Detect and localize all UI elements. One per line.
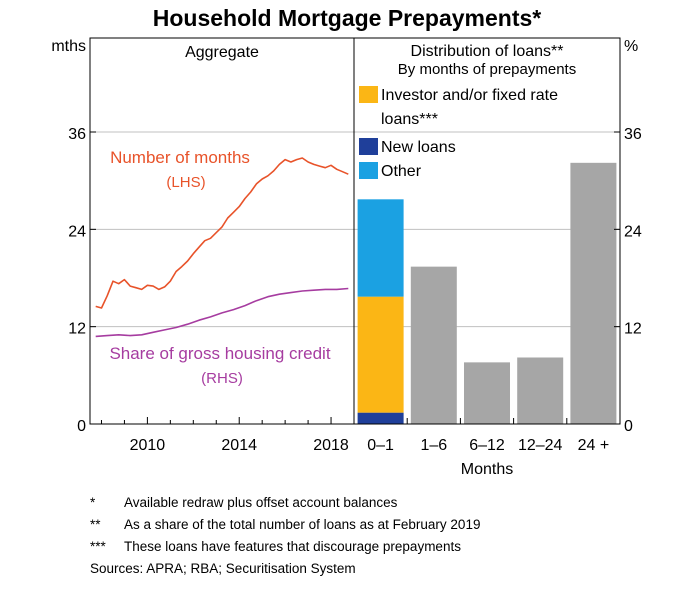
legend-label-0: Investor and/or fixed rate xyxy=(381,87,558,104)
bar-0-1-segment-2 xyxy=(357,199,404,297)
category-label-3: 12–24 xyxy=(518,437,563,454)
legend-label-2: Other xyxy=(381,163,422,180)
legend-label-0-line2: loans*** xyxy=(381,111,438,128)
bar-0-1-segment-1 xyxy=(357,296,404,413)
right-tick-label-0: 0 xyxy=(624,418,633,435)
category-label-1: 1–6 xyxy=(420,437,447,454)
category-label-4: 24 + xyxy=(578,437,610,454)
legend-swatch-1 xyxy=(359,138,378,155)
footnote-1-text: Available redraw plus offset account bal… xyxy=(124,495,398,510)
panel-title-aggregate: Aggregate xyxy=(185,44,259,61)
footnote-2-mark: ** xyxy=(90,517,101,532)
plot-frame xyxy=(89,37,621,425)
annotation-rhs-label: Share of gross housing credit xyxy=(109,344,330,363)
legend-swatch-0 xyxy=(359,86,378,103)
footnote-2-text: As a share of the total number of loans … xyxy=(124,517,481,532)
footnote-3-mark: *** xyxy=(90,539,106,554)
bar-0-1-segment-0 xyxy=(357,412,404,424)
sources-row: Sources: APRA; RBA; Securitisation Syste… xyxy=(90,558,480,580)
x-tick-label-2018: 2018 xyxy=(313,437,349,454)
footnote-3: *** These loans have features that disco… xyxy=(90,536,480,558)
footnote-3-text: These loans have features that discourag… xyxy=(124,539,461,554)
legend-label-1: New loans xyxy=(381,139,456,156)
category-label-2: 6–12 xyxy=(469,437,505,454)
right-tick-label-36: 36 xyxy=(624,126,642,143)
right-axis-label: % xyxy=(624,38,638,55)
bar-1 xyxy=(410,266,457,424)
x-axis-title-months: Months xyxy=(461,461,513,478)
category-label-0: 0–1 xyxy=(367,437,394,454)
sources-text: Sources: APRA; RBA; Securitisation Syste… xyxy=(90,561,356,576)
bar-3 xyxy=(517,357,564,424)
right-tick-label-24: 24 xyxy=(624,223,642,240)
footnotes: * Available redraw plus offset account b… xyxy=(90,492,480,580)
footnote-1: * Available redraw plus offset account b… xyxy=(90,492,480,514)
footnote-2: ** As a share of the total number of loa… xyxy=(90,514,480,536)
panel-subtitle-distribution: By months of prepayments xyxy=(398,61,576,78)
annotation-lhs-sub: (LHS) xyxy=(166,174,205,191)
left-tick-label-0: 0 xyxy=(77,418,86,435)
legend-swatch-2 xyxy=(359,162,378,179)
bar-2 xyxy=(464,362,510,424)
left-tick-label-36: 36 xyxy=(68,126,86,143)
annotation-rhs-sub: (RHS) xyxy=(201,370,243,387)
series-line-months xyxy=(95,157,349,309)
right-tick-label-12: 12 xyxy=(624,321,642,338)
annotation-lhs-label: Number of months xyxy=(110,148,250,167)
panel-title-distribution: Distribution of loans** xyxy=(411,43,564,60)
x-tick-label-2014: 2014 xyxy=(221,437,257,454)
footnote-1-mark: * xyxy=(90,495,96,510)
left-tick-label-12: 12 xyxy=(68,321,86,338)
left-tick-label-24: 24 xyxy=(68,223,86,240)
chart-title: Household Mortgage Prepayments* xyxy=(153,5,542,31)
series-line-share xyxy=(95,287,349,338)
bar-4 xyxy=(570,162,617,425)
x-tick-label-2010: 2010 xyxy=(130,437,166,454)
left-axis-label: mths xyxy=(51,38,86,55)
